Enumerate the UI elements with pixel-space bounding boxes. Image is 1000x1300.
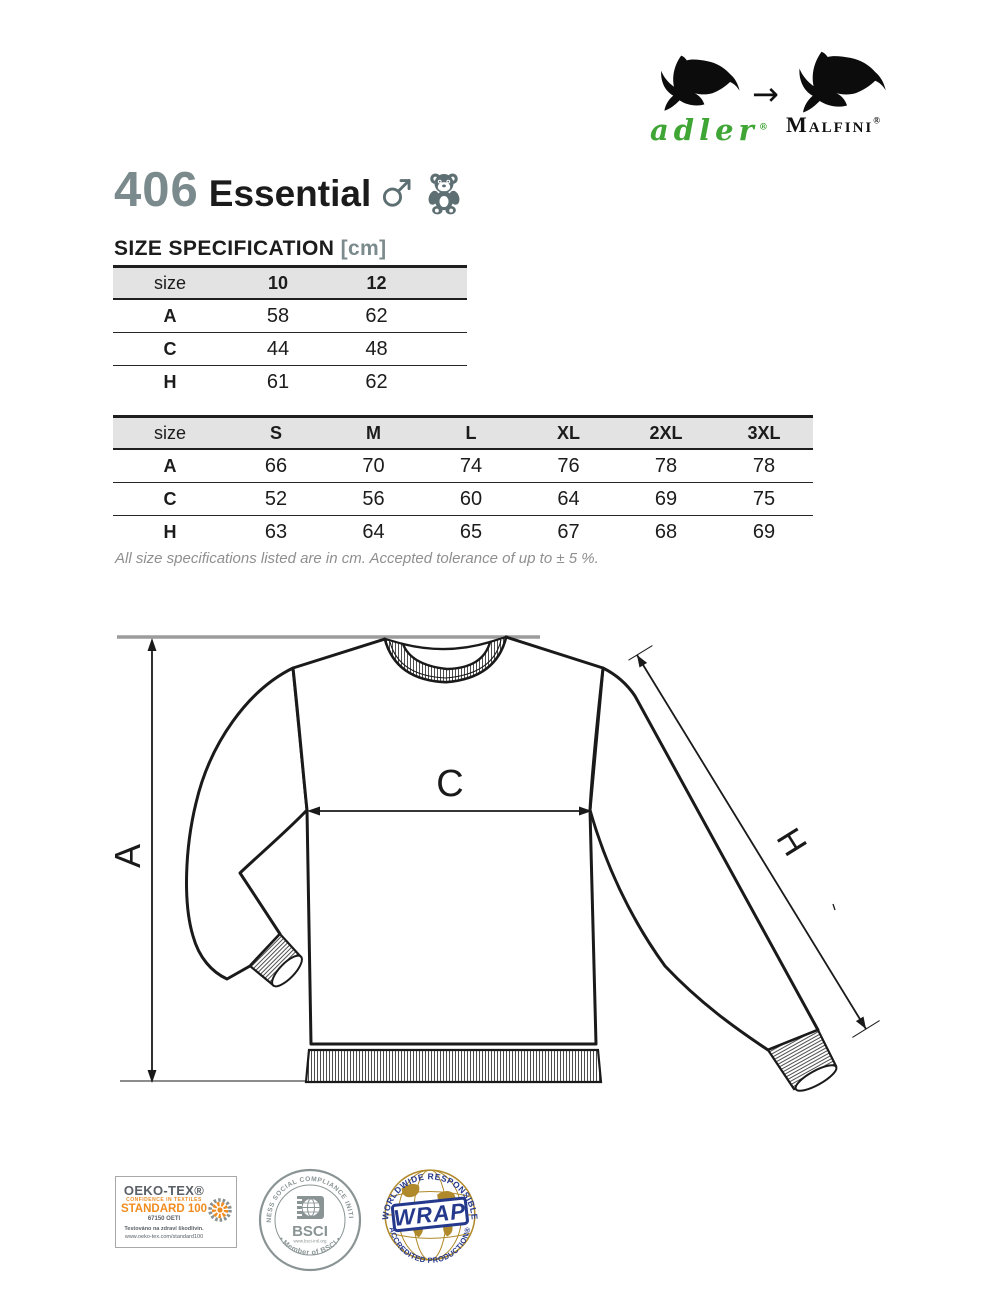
bsci-name: BSCI <box>292 1223 328 1240</box>
header-cell: S <box>269 422 282 443</box>
size-cell: 66 <box>264 454 288 477</box>
size-cell: 75 <box>752 487 776 510</box>
header-cell: 12 <box>366 272 387 293</box>
size-cell: 64 <box>557 487 580 510</box>
header-cell: 3XL <box>747 422 781 443</box>
teddy-bear-icon <box>428 173 460 215</box>
malfini-eagle-icon <box>799 51 886 113</box>
size-cell: 52 <box>264 487 288 510</box>
wrap-banner: WRAP <box>390 1196 469 1233</box>
bsci-certificate: BUSINESS SOCIAL COMPLIANCE INITIATIVE BS… <box>258 1168 362 1272</box>
header-cell: 2XL <box>649 422 683 443</box>
header-cell: L <box>465 422 477 443</box>
table-header-row: size 10 12 <box>113 265 467 300</box>
oekotex-subtitle: CONFIDENCE IN TEXTILES <box>126 1197 202 1203</box>
oekotex-url: www.oeko-tex.com/standard100 <box>124 1234 204 1240</box>
header-cell: size <box>153 422 186 443</box>
size-cell: 76 <box>557 454 580 477</box>
size-cell: 62 <box>365 370 388 393</box>
row-label: C <box>163 488 177 509</box>
size-cell: 78 <box>654 454 678 477</box>
row-label: C <box>163 338 177 359</box>
hem-rib <box>304 1043 603 1084</box>
size-cell: 68 <box>654 520 678 543</box>
row-label: H <box>163 521 177 542</box>
size-cell: 67 <box>557 520 580 543</box>
bsci-hand-globe-icon <box>294 1196 324 1219</box>
brand-header: adler® → Malfini® <box>640 50 920 147</box>
dimension-a: A <box>107 638 307 1083</box>
oekotex-standard: STANDARD 100 <box>120 1203 208 1215</box>
size-cell: 65 <box>459 520 483 543</box>
header-cell: 10 <box>267 272 289 293</box>
collar-rib <box>383 635 508 684</box>
table-row: A 66 70 74 76 78 78 <box>113 450 813 483</box>
section-heading: SIZE SPECIFICATION [cm] <box>114 237 387 261</box>
table-row: A 58 62 <box>113 300 467 333</box>
table-row: C 52 56 60 64 69 75 <box>113 483 813 516</box>
size-cell: 78 <box>752 454 776 477</box>
dimension-h-label: H <box>769 822 814 863</box>
table-row: H 61 62 <box>113 366 467 398</box>
size-cell: 70 <box>362 454 385 477</box>
male-icon <box>383 179 411 207</box>
adler-label: adler <box>650 113 759 147</box>
size-cell: 44 <box>266 337 290 360</box>
left-cuff-opening <box>271 954 303 988</box>
size-cell: 58 <box>266 304 290 327</box>
size-cell: 69 <box>752 520 776 543</box>
size-cell: 64 <box>362 520 385 543</box>
header-cell: M <box>366 422 381 443</box>
wrap-certificate: WORLDWIDE RESPONSIBLE WRAP ACCREDITED PR… <box>380 1169 479 1265</box>
adult-size-table: size S M L XL 2XL 3XL A 66 70 74 76 78 7… <box>113 415 813 548</box>
size-cell: 69 <box>654 487 678 510</box>
size-diagram: A C H <box>107 635 880 1092</box>
malfini-label: Malfini <box>786 112 874 137</box>
kids-size-table: size 10 12 A 58 62 C 44 48 H 61 62 <box>113 265 467 398</box>
size-cell: 56 <box>362 487 385 510</box>
size-cell: 63 <box>264 520 288 543</box>
row-label: A <box>163 455 177 476</box>
table-row: C 44 48 <box>113 333 467 366</box>
oekotex-certificate: OEKO-TEX® CONFIDENCE IN TEXTILES STANDAR… <box>115 1176 237 1248</box>
header-cell: size <box>153 272 186 293</box>
size-cell: 62 <box>365 304 388 327</box>
size-cell: 61 <box>266 370 290 393</box>
bsci-url: www.bsci-intl.org <box>294 1239 327 1244</box>
adler-eagle-icon <box>661 55 740 111</box>
product-title: 406 Essential <box>114 162 463 215</box>
tolerance-note: All size specifications listed are in cm… <box>115 550 599 567</box>
stray-mark <box>832 903 836 911</box>
malfini-wordmark: Malfini® <box>786 112 882 138</box>
malfini-reg-mark: ® <box>873 115 883 126</box>
size-cell: 60 <box>459 487 483 510</box>
oekotex-note: Testováno na zdraví škodlivin. <box>124 1226 204 1232</box>
oekotex-flower-icon <box>208 1198 232 1222</box>
product-name: Essential <box>208 173 372 214</box>
adler-reg-mark: ® <box>758 122 768 133</box>
size-cell: 48 <box>365 337 388 360</box>
body-outline <box>291 635 605 1046</box>
row-label: H <box>163 371 177 392</box>
section-heading-text: SIZE SPECIFICATION <box>114 237 335 260</box>
oekotex-cert-number: 67150 OETI <box>147 1216 181 1222</box>
table-row: H 63 64 65 67 68 69 <box>113 516 813 548</box>
dimension-c-label: C <box>436 763 463 805</box>
product-number: 406 <box>114 163 199 217</box>
right-cuff-opening <box>794 1064 838 1092</box>
unit-label: [cm] <box>340 237 387 260</box>
row-label: A <box>163 305 177 326</box>
size-cell: 74 <box>459 454 483 477</box>
left-sleeve-outline <box>185 666 309 988</box>
oekotex-title: OEKO-TEX® <box>123 1183 205 1198</box>
header-cell: XL <box>556 422 580 443</box>
brand-transition-arrow-icon: → <box>752 75 779 113</box>
table-header-row: size S M L XL 2XL 3XL <box>113 415 813 450</box>
dimension-c: C <box>307 763 592 816</box>
adler-wordmark: adler® <box>650 113 768 147</box>
right-sleeve-outline <box>588 666 838 1092</box>
dimension-a-label: A <box>107 844 148 868</box>
